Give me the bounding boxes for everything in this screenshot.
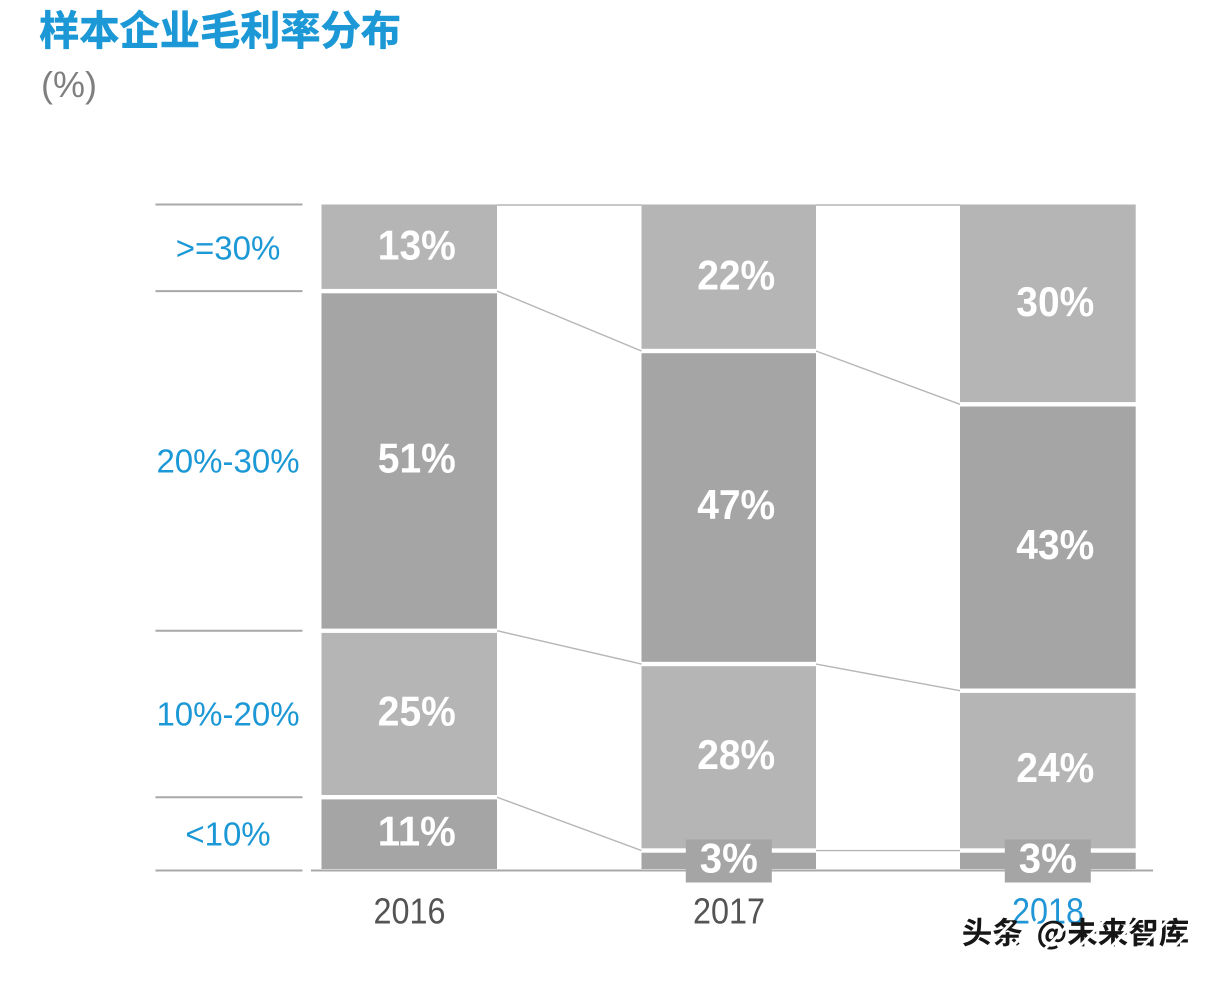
svg-text:(%): (%) [41,64,97,105]
svg-text:24%: 24% [1016,744,1094,791]
svg-text:30%: 30% [1016,278,1094,325]
svg-text:2016: 2016 [374,891,446,932]
svg-text:2017: 2017 [693,891,765,932]
svg-text:22%: 22% [697,251,775,298]
svg-text:10%-20%: 10%-20% [156,696,299,733]
svg-text:20%-30%: 20%-30% [156,442,299,479]
svg-text:11%: 11% [378,807,456,854]
svg-text:51%: 51% [378,434,456,481]
svg-text:47%: 47% [697,481,775,528]
svg-text:3%: 3% [700,835,758,882]
svg-text:3%: 3% [1019,835,1077,882]
svg-text:13%: 13% [378,221,456,268]
svg-text:<10%: <10% [185,815,270,852]
svg-text:25%: 25% [378,688,456,735]
svg-text:>=30%: >=30% [176,229,281,266]
svg-text:43%: 43% [1016,521,1094,568]
svg-text:28%: 28% [697,731,775,778]
